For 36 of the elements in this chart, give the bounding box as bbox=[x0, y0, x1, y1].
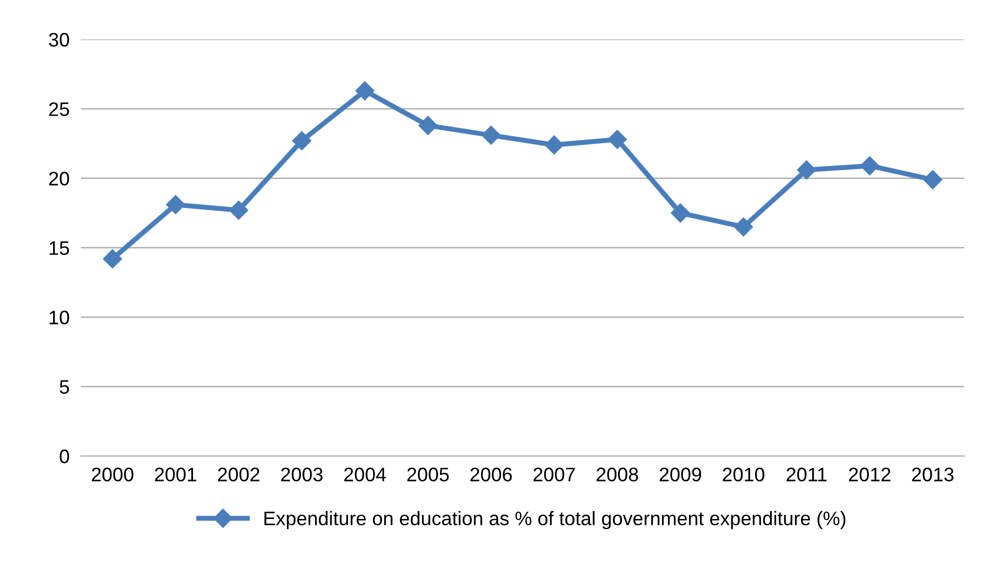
point bbox=[482, 126, 501, 145]
y-tick-label: 0 bbox=[60, 450, 70, 464]
x-tick-label: 2012 bbox=[849, 468, 890, 482]
x-tick-label: 2004 bbox=[344, 468, 386, 482]
x-tick-label: 2011 bbox=[786, 468, 827, 482]
point bbox=[229, 200, 248, 220]
point bbox=[734, 217, 753, 236]
y-tick-label: 15 bbox=[50, 241, 70, 255]
x-tick-label: 2000 bbox=[92, 468, 134, 482]
x-tick-label: 2002 bbox=[218, 468, 260, 482]
y-tick-label: 5 bbox=[60, 380, 70, 394]
legend-label: Expenditure on education as % of total government expenditure (%) bbox=[264, 511, 846, 530]
y-tick-label: 30 bbox=[48, 32, 70, 47]
point bbox=[355, 81, 374, 100]
x-tick-label: 2005 bbox=[407, 468, 449, 482]
x-tick-label: 2013 bbox=[912, 468, 954, 482]
point bbox=[608, 130, 627, 149]
point bbox=[544, 135, 564, 154]
x-tick-label: 2008 bbox=[596, 468, 638, 482]
point bbox=[797, 160, 816, 180]
y-tick-label: 25 bbox=[49, 102, 70, 116]
point bbox=[923, 170, 942, 190]
x-tick-label: 2010 bbox=[722, 468, 764, 482]
x-tick-label: 2009 bbox=[660, 468, 702, 482]
x-tick-label: 2001 bbox=[154, 468, 196, 482]
point bbox=[418, 116, 438, 136]
y-tick-label: 10 bbox=[50, 310, 70, 324]
point bbox=[292, 131, 312, 150]
point bbox=[670, 203, 690, 223]
point bbox=[102, 249, 122, 268]
point bbox=[166, 195, 186, 214]
y-tick-label: 20 bbox=[49, 172, 70, 186]
point bbox=[860, 156, 880, 176]
x-tick-label: 2003 bbox=[281, 468, 323, 482]
x-tick-label: 2007 bbox=[534, 468, 575, 482]
x-tick-label: 2006 bbox=[470, 468, 512, 482]
